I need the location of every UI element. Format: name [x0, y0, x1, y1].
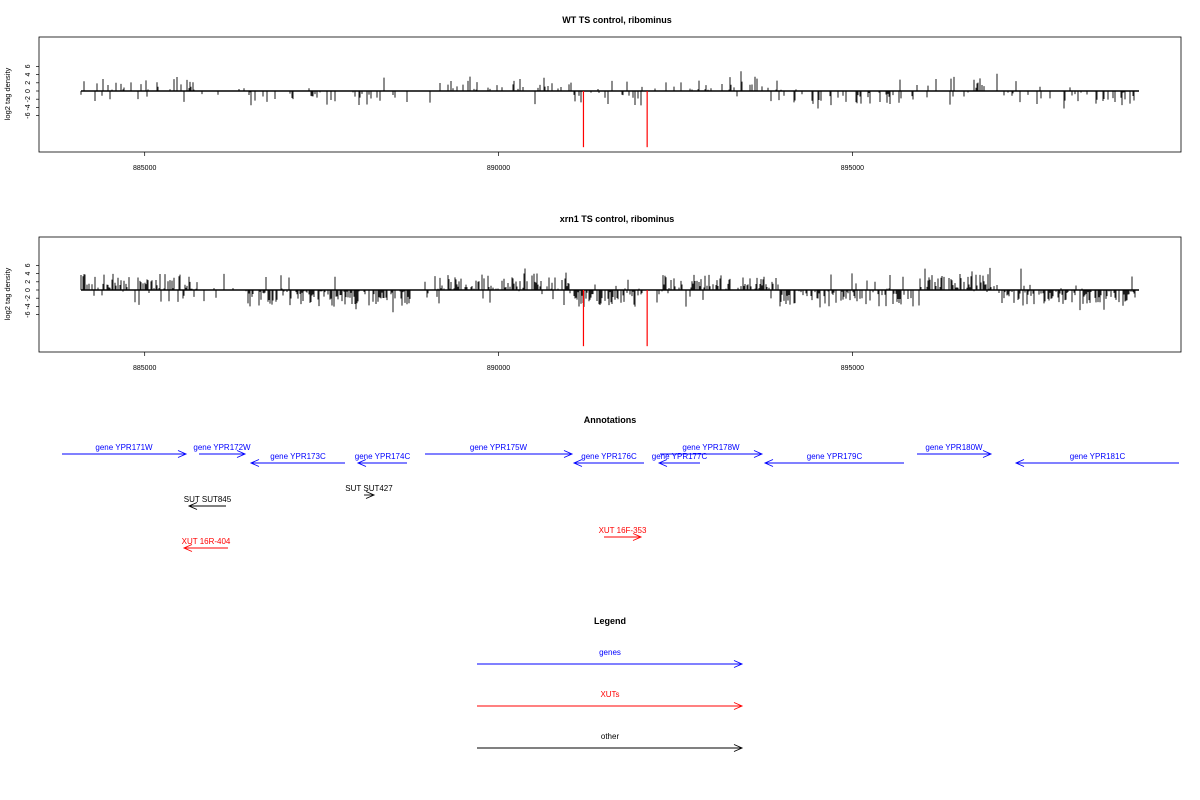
legend-label: other [601, 732, 620, 741]
annotation-gene: gene YPR179C [763, 452, 904, 467]
annotation-label: SUT SUT845 [184, 495, 232, 504]
legend-label: XUTs [600, 690, 619, 699]
y-tick-label: 6 [25, 64, 32, 68]
arrow-head [763, 459, 774, 467]
annotation-other: SUT SUT845 [184, 495, 232, 510]
y-tick-label: 4 [25, 272, 32, 276]
y-tick-label: -6 [25, 112, 32, 118]
y-axis: 6 4 2 0 -2 -4 -6 [25, 263, 39, 318]
arrow-head [657, 459, 668, 467]
x-tick-label: 890000 [487, 165, 510, 172]
y-tick-label: 2 [25, 81, 32, 85]
legend-label: genes [599, 648, 621, 657]
annotation-label: gene YPR180W [925, 443, 983, 452]
x-tick-label: 890000 [487, 365, 510, 372]
annotation-label: SUT SUT427 [345, 484, 393, 493]
x-tick-label: 885000 [133, 165, 156, 172]
annotation-xut: XUT 16F-353 [599, 526, 647, 541]
legend-item-other: other [477, 732, 744, 752]
arrow-head [365, 491, 376, 499]
plot-frame [38, 236, 1182, 353]
plot-frame [38, 36, 1182, 153]
y-tick-label: 2 [25, 280, 32, 284]
y-tick-label: 0 [25, 288, 32, 292]
annotation-label: gene YPR174C [355, 452, 411, 461]
annotation-label: gene YPR178W [682, 443, 740, 452]
annotation-label: gene YPR173C [270, 452, 326, 461]
x-axis: 885000 890000 895000 [133, 352, 864, 372]
annotation-label: gene YPR171W [95, 443, 153, 452]
arrow-head [182, 544, 193, 552]
y-axis-label: log2 tag density [3, 267, 12, 320]
arrow-head [1014, 459, 1025, 467]
annotation-gene: gene YPR175W [425, 443, 574, 458]
y-tick-label: 0 [25, 89, 32, 93]
panel-wt: WT TS control, ribominus log2 tag densit… [3, 15, 1182, 172]
y-tick-label: -6 [25, 311, 32, 317]
annotation-gene: gene YPR178W [660, 443, 764, 458]
annotation-track: gene YPR171W gene YPR172W gene YPR173C gene… [62, 443, 1179, 552]
arrow-head [632, 533, 643, 541]
arrow-head [572, 459, 583, 467]
annotation-other: SUT SUT427 [345, 484, 393, 499]
panel-title: xrn1 TS control, ribominus [560, 214, 675, 224]
y-axis: 6 4 2 0 -2 -4 -6 [25, 64, 39, 119]
arrow-head [249, 459, 260, 467]
bar-series [80, 71, 1139, 148]
bar-series [80, 267, 1139, 347]
arrow-head [356, 459, 367, 467]
annotation-gene: gene YPR173C [249, 452, 345, 467]
panel-xrn1: xrn1 TS control, ribominus log2 tag dens… [3, 214, 1182, 372]
legend-title: Legend [594, 616, 626, 626]
arrow-head [187, 502, 198, 510]
annotations-title: Annotations [584, 415, 637, 425]
annotation-gene: gene YPR172W [193, 443, 251, 458]
x-tick-label: 895000 [841, 365, 864, 372]
annotation-xut: XUT 16R-404 [182, 537, 231, 552]
x-tick-label: 895000 [841, 165, 864, 172]
y-axis-label: log2 tag density [3, 67, 12, 120]
annotation-label: gene YPR176C [581, 452, 637, 461]
annotation-label: gene YPR181C [1070, 452, 1126, 461]
y-tick-label: -2 [25, 96, 32, 102]
arrow-head [753, 450, 764, 458]
annotation-label: XUT 16F-353 [599, 526, 647, 535]
arrow-head [733, 744, 744, 752]
y-tick-label: -4 [25, 303, 32, 309]
arrow-head [982, 450, 993, 458]
arrow-head [733, 702, 744, 710]
y-tick-label: -4 [25, 104, 32, 110]
annotation-label: gene YPR172W [193, 443, 251, 452]
x-axis: 885000 890000 895000 [133, 152, 864, 172]
legend-item-xut: XUTs [477, 690, 744, 710]
arrow-head [733, 660, 744, 668]
annotation-gene: gene YPR176C [572, 452, 644, 467]
annotation-gene: gene YPR180W [917, 443, 993, 458]
y-tick-label: 6 [25, 263, 32, 267]
legend: genes XUTs other [477, 648, 744, 752]
annotation-gene: gene YPR174C [355, 452, 411, 467]
panel-title: WT TS control, ribominus [562, 15, 672, 25]
arrow-head [236, 450, 247, 458]
y-tick-label: 4 [25, 73, 32, 77]
legend-item-gene: genes [477, 648, 744, 668]
arrow-head [563, 450, 574, 458]
annotation-label: gene YPR179C [807, 452, 863, 461]
annotation-gene: gene YPR177C [652, 452, 708, 467]
annotation-gene: gene YPR181C [1014, 452, 1179, 467]
arrow-head [177, 450, 188, 458]
annotation-gene: gene YPR171W [62, 443, 188, 458]
x-tick-label: 885000 [133, 365, 156, 372]
annotation-label: gene YPR175W [470, 443, 528, 452]
annotation-label: XUT 16R-404 [182, 537, 231, 546]
annotation-label: gene YPR177C [652, 452, 708, 461]
y-tick-label: -2 [25, 295, 32, 301]
